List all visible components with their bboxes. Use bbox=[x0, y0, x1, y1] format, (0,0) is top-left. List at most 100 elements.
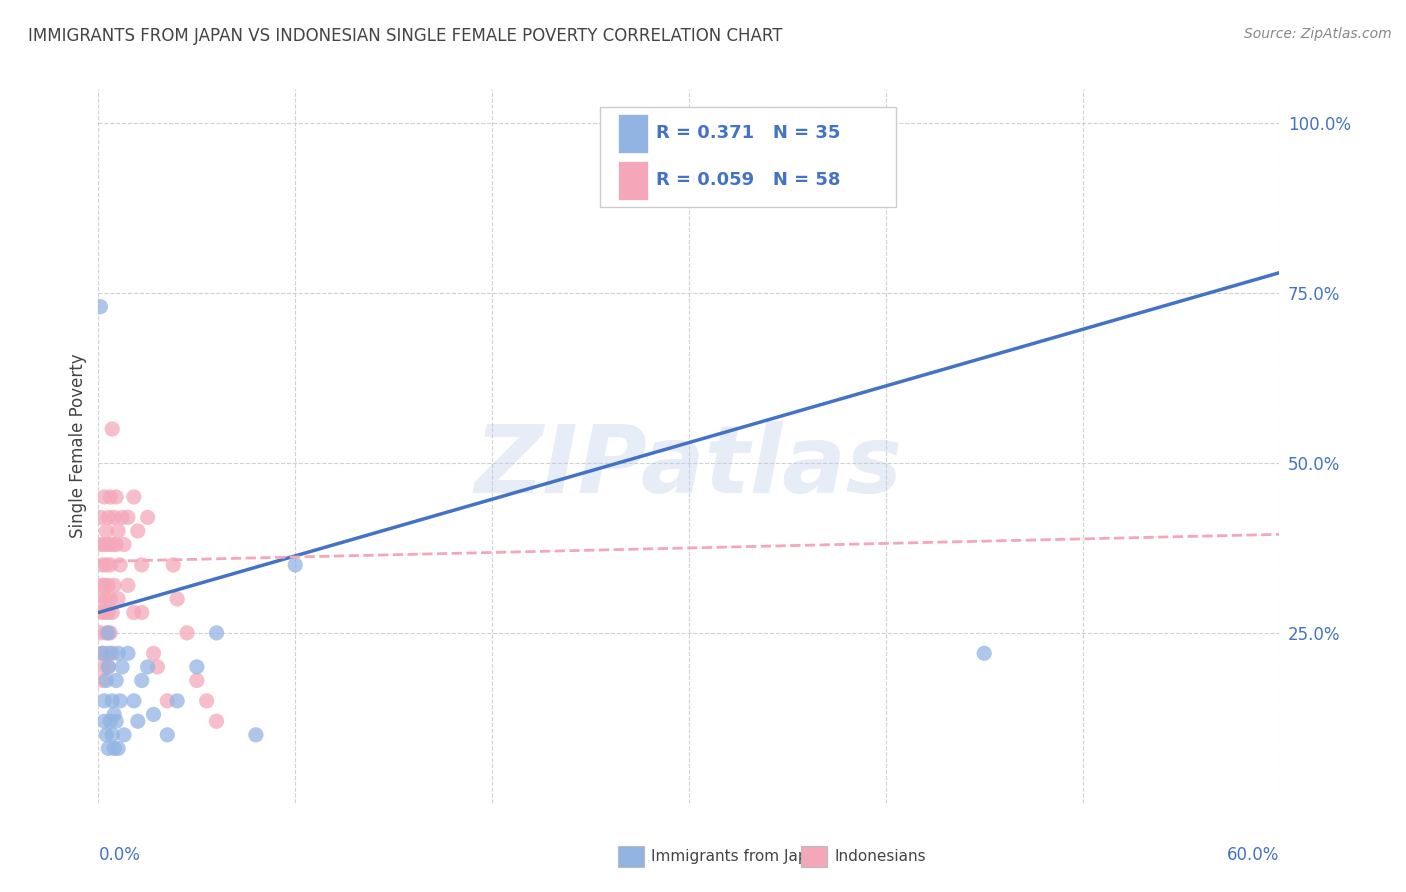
Point bbox=[97, 660, 120, 674]
Point bbox=[186, 673, 208, 688]
Point bbox=[107, 741, 129, 756]
Point bbox=[162, 558, 184, 572]
Point bbox=[131, 606, 153, 620]
Bar bbox=[619, 114, 648, 153]
Point bbox=[245, 728, 267, 742]
Point bbox=[105, 714, 128, 729]
Point bbox=[96, 646, 118, 660]
Point bbox=[107, 646, 129, 660]
Point bbox=[97, 578, 120, 592]
Text: R = 0.371   N = 35: R = 0.371 N = 35 bbox=[655, 125, 841, 143]
Point bbox=[91, 558, 114, 572]
Point bbox=[93, 537, 115, 551]
Point bbox=[93, 578, 115, 592]
Text: ZIPatlas: ZIPatlas bbox=[475, 421, 903, 514]
Point bbox=[96, 673, 118, 688]
Point bbox=[108, 694, 131, 708]
Point bbox=[97, 606, 120, 620]
Point bbox=[156, 728, 179, 742]
Bar bbox=[801, 846, 827, 867]
Point bbox=[93, 660, 115, 674]
Point bbox=[97, 741, 120, 756]
Point bbox=[98, 646, 121, 660]
Y-axis label: Single Female Poverty: Single Female Poverty bbox=[69, 354, 87, 538]
Point bbox=[91, 646, 114, 660]
FancyBboxPatch shape bbox=[600, 107, 896, 207]
Point bbox=[97, 660, 120, 674]
Point bbox=[122, 490, 145, 504]
Point bbox=[195, 694, 218, 708]
Text: 0.0%: 0.0% bbox=[98, 846, 141, 863]
Point bbox=[166, 694, 188, 708]
Point bbox=[89, 537, 111, 551]
Point bbox=[186, 660, 208, 674]
Point bbox=[108, 558, 131, 572]
Point bbox=[105, 537, 128, 551]
Point bbox=[89, 510, 111, 524]
Point bbox=[131, 558, 153, 572]
Point bbox=[112, 537, 135, 551]
Point bbox=[91, 578, 114, 592]
Point bbox=[91, 606, 114, 620]
Bar bbox=[619, 846, 644, 867]
Point bbox=[136, 660, 159, 674]
Point bbox=[146, 660, 169, 674]
Point bbox=[122, 694, 145, 708]
Point bbox=[973, 646, 995, 660]
Point bbox=[103, 510, 125, 524]
Point bbox=[142, 646, 165, 660]
Point bbox=[96, 558, 118, 572]
Point bbox=[93, 714, 115, 729]
Point bbox=[127, 714, 149, 729]
Point bbox=[97, 510, 120, 524]
Point bbox=[111, 660, 134, 674]
Point bbox=[101, 728, 124, 742]
Point bbox=[103, 707, 125, 722]
Point bbox=[105, 673, 128, 688]
Point bbox=[117, 646, 139, 660]
Point bbox=[103, 741, 125, 756]
Point bbox=[98, 714, 121, 729]
Point bbox=[105, 490, 128, 504]
Text: R = 0.059   N = 58: R = 0.059 N = 58 bbox=[655, 171, 841, 189]
Text: Immigrants from Japan: Immigrants from Japan bbox=[651, 849, 827, 863]
Point bbox=[93, 490, 115, 504]
Text: 60.0%: 60.0% bbox=[1227, 846, 1279, 863]
Point bbox=[96, 626, 118, 640]
Point bbox=[97, 626, 120, 640]
Point bbox=[97, 537, 120, 551]
Point bbox=[91, 673, 114, 688]
Bar bbox=[619, 161, 648, 200]
Point bbox=[112, 728, 135, 742]
Point bbox=[93, 694, 115, 708]
Point bbox=[89, 591, 111, 606]
Point bbox=[156, 694, 179, 708]
Point bbox=[98, 490, 121, 504]
Point bbox=[176, 626, 198, 640]
Point bbox=[107, 591, 129, 606]
Point bbox=[98, 558, 121, 572]
Point bbox=[101, 606, 124, 620]
Point bbox=[91, 646, 114, 660]
Point bbox=[142, 707, 165, 722]
Point bbox=[166, 591, 188, 606]
Point bbox=[89, 626, 111, 640]
Point bbox=[122, 606, 145, 620]
Point bbox=[136, 510, 159, 524]
Point bbox=[117, 510, 139, 524]
Point bbox=[98, 591, 121, 606]
Point bbox=[131, 673, 153, 688]
Point bbox=[93, 606, 115, 620]
Point bbox=[98, 626, 121, 640]
Text: IMMIGRANTS FROM JAPAN VS INDONESIAN SINGLE FEMALE POVERTY CORRELATION CHART: IMMIGRANTS FROM JAPAN VS INDONESIAN SING… bbox=[28, 27, 783, 45]
Point bbox=[96, 728, 118, 742]
Point bbox=[101, 694, 124, 708]
Point bbox=[96, 524, 118, 538]
Text: Source: ZipAtlas.com: Source: ZipAtlas.com bbox=[1244, 27, 1392, 41]
Point bbox=[101, 422, 124, 436]
Point bbox=[96, 591, 118, 606]
Point bbox=[101, 646, 124, 660]
Point bbox=[205, 714, 228, 729]
Point bbox=[205, 626, 228, 640]
Point bbox=[101, 537, 124, 551]
